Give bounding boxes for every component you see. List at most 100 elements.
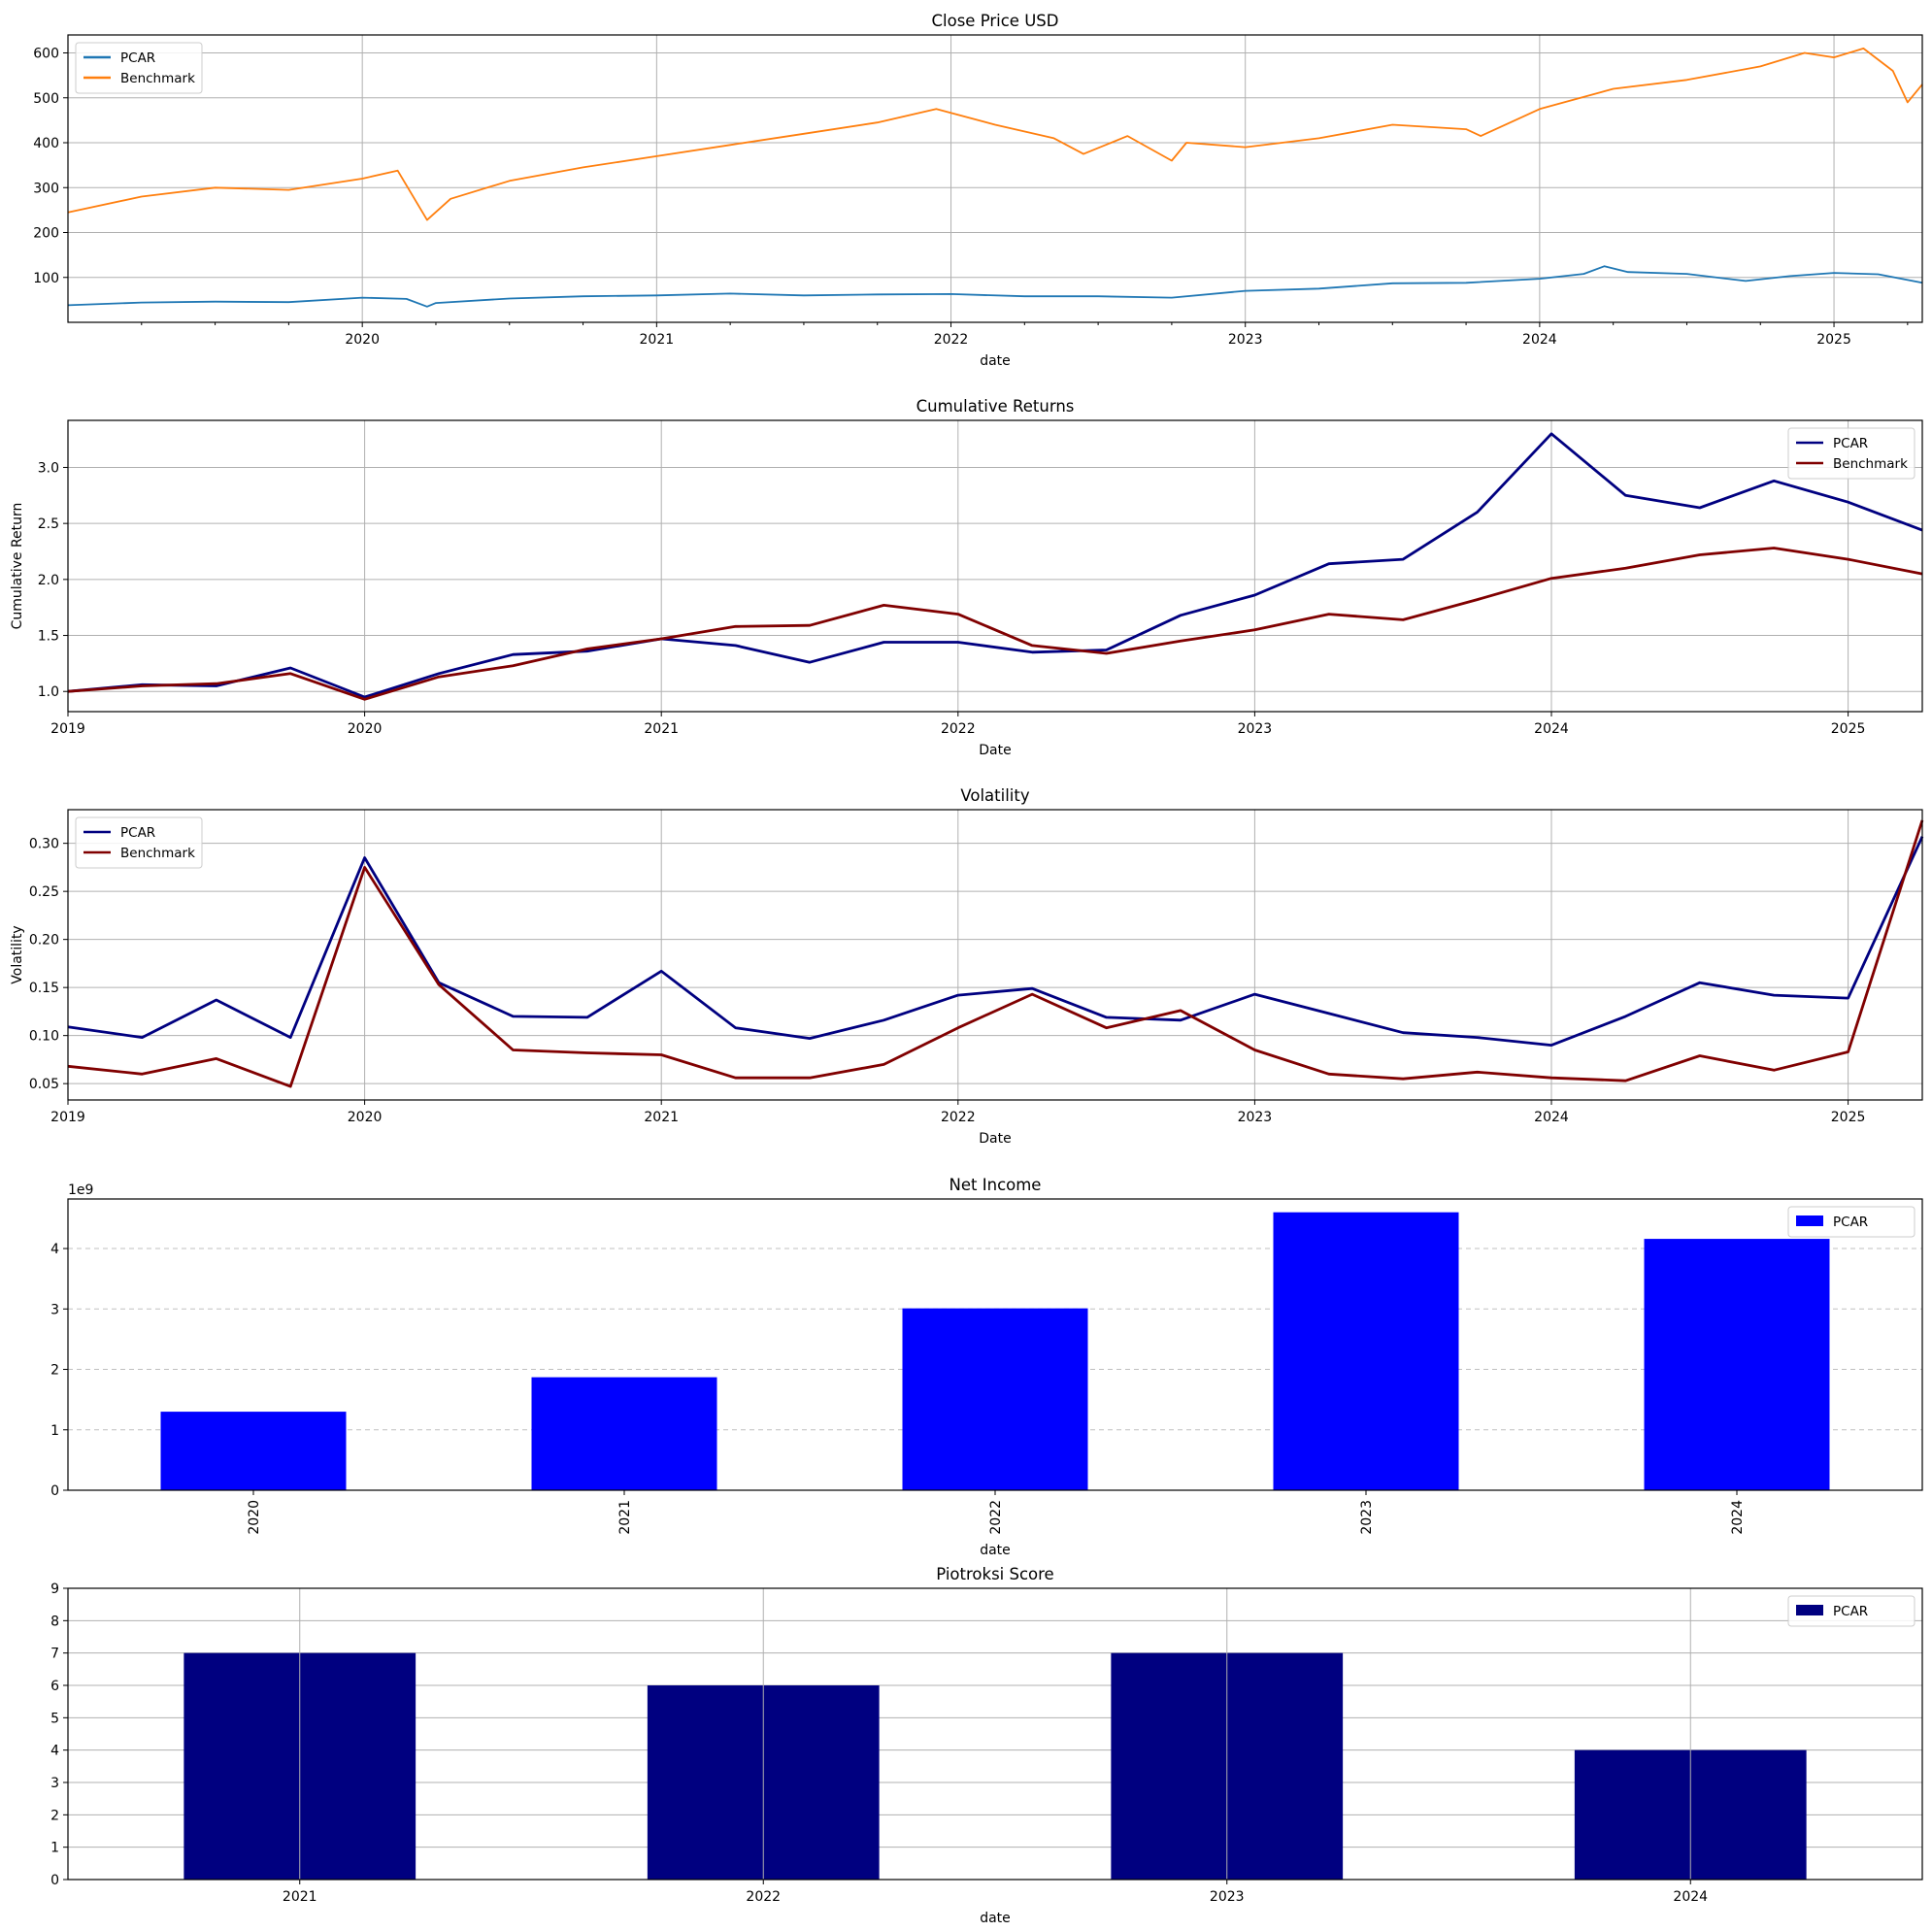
y-tick-label: 0.30 [29,837,59,852]
x-tick-label: 2024 [1730,1500,1746,1535]
legend: PCAR Benchmark [75,816,203,869]
legend: PCAR Benchmark [75,42,203,94]
y-tick-label: 300 [33,181,59,196]
y-tick-label: 0 [50,1873,59,1888]
series-line-benchmark [67,48,1923,221]
y-tick-label: 1 [50,1841,59,1856]
legend-swatch [1796,1215,1823,1226]
x-axis-label: Date [979,1131,1011,1147]
legend-label: PCAR [120,50,155,66]
x-tick-label: 2025 [1831,1110,1866,1125]
series-line-pcar [67,836,1924,1047]
legend: PCAR [1787,1595,1915,1627]
y-tick-label: 0.05 [29,1077,59,1092]
x-tick-label: 2023 [1238,1110,1273,1125]
x-tick-label: 2020 [348,1110,383,1125]
chart-panel: 0 1 2 3 4 5 6 7 8 9 2021 2022 2023 2024 Piotroksi Scor… [50,1565,1923,1926]
chart-title: Net Income [949,1176,1042,1194]
chart-title: Piotroksi Score [936,1565,1053,1583]
x-tick-label: 2023 [1228,332,1263,348]
x-tick-label: 2021 [283,1889,317,1905]
x-tick-label: 2025 [1816,332,1851,348]
bar-2024 [1644,1239,1830,1490]
chart-panel: 0 1 2 3 4 2020 2021 2022 2023 2024 Net Income date 1… [50,1176,1923,1558]
y-tick-label: 1.0 [38,684,59,700]
x-tick-label: 2024 [1534,1110,1569,1125]
y-tick-label: 3.0 [38,460,59,476]
x-tick-label: 2022 [746,1889,781,1905]
chart-panel: 0.05 0.10 0.15 0.20 0.25 0.30 2019 2020 2021 2022… [10,786,1924,1147]
legend-box [1787,1595,1915,1627]
y-tick-label: 4 [50,1744,59,1759]
series-line-benchmark [67,819,1924,1088]
series-line-pcar [67,432,1923,699]
y-tick-label: 600 [33,47,59,62]
x-tick-label: 2024 [1673,1889,1708,1905]
y-tick-label: 6 [50,1679,59,1694]
legend-label: PCAR [120,825,155,841]
chart-panel: 100 200 300 400 500 600 2020 2021 2022 2023 2024 20… [33,12,1923,369]
x-tick-label: 2019 [50,1110,85,1125]
x-axis-label: date [980,1543,1011,1558]
axis-scale-note: 1e9 [68,1182,93,1198]
y-tick-label: 0.10 [29,1029,59,1045]
x-tick-label: 2025 [1831,721,1866,737]
x-tick-label: 2024 [1534,721,1569,737]
x-tick-label: 2022 [941,721,976,737]
legend-label: PCAR [1833,436,1868,451]
legend-label: PCAR [1833,1215,1868,1230]
x-tick-label: 2024 [1522,332,1557,348]
x-tick-label: 2021 [644,721,679,737]
y-tick-label: 5 [50,1711,59,1726]
y-tick-label: 9 [50,1581,59,1597]
x-tick-label: 2021 [640,332,675,348]
y-tick-label: 400 [33,136,59,151]
x-tick-label: 2022 [988,1500,1004,1535]
chart-title: Volatility [960,786,1029,805]
x-tick-label: 2021 [617,1500,633,1535]
y-tick-label: 100 [33,271,59,286]
x-tick-label: 2023 [1238,721,1273,737]
axes-frame [67,1587,1923,1881]
series-line-pcar [67,265,1923,308]
x-tick-label: 2020 [345,332,380,348]
y-tick-label: 3 [50,1776,59,1791]
chart-title: Close Price USD [932,12,1059,30]
legend-label: PCAR [1833,1604,1868,1619]
x-axis-label: date [980,1911,1011,1926]
y-tick-label: 2.5 [38,516,59,532]
axes-frame [67,34,1923,323]
legend-swatch [1796,1605,1823,1615]
bar-2021 [531,1377,717,1490]
x-tick-label: 2023 [1359,1500,1375,1535]
y-tick-label: 500 [33,91,59,107]
y-tick-label: 0 [50,1483,59,1499]
y-tick-label: 8 [50,1614,59,1629]
legend-box [1787,1206,1915,1238]
legend-label: Benchmark [120,846,195,861]
legend-label: Benchmark [1833,456,1908,472]
bar-2020 [160,1412,347,1490]
y-tick-label: 3 [50,1302,59,1317]
y-tick-label: 0.20 [29,933,59,949]
x-tick-label: 2022 [934,332,969,348]
legend-box [75,816,203,869]
y-tick-label: 200 [33,226,59,242]
y-axis-label: Cumulative Return [10,503,25,630]
legend: PCAR [1787,1206,1915,1238]
axes-frame [67,809,1923,1101]
y-tick-label: 2.0 [38,573,59,588]
legend-box [75,42,203,94]
legend: PCAR Benchmark [1787,427,1915,480]
x-axis-label: Date [979,743,1011,758]
y-tick-label: 0.25 [29,884,59,900]
y-tick-label: 7 [50,1647,59,1662]
chart-panel: 1.0 1.5 2.0 2.5 3.0 2019 2020 2021 2022 2023 2024 2… [10,397,1923,758]
y-axis-label: Volatility [10,925,25,983]
x-tick-label: 2020 [348,721,383,737]
legend-box [1787,427,1915,480]
x-tick-label: 2022 [941,1110,976,1125]
y-tick-label: 1 [50,1423,59,1439]
x-tick-label: 2020 [247,1500,262,1535]
bar-2023 [1273,1212,1459,1490]
